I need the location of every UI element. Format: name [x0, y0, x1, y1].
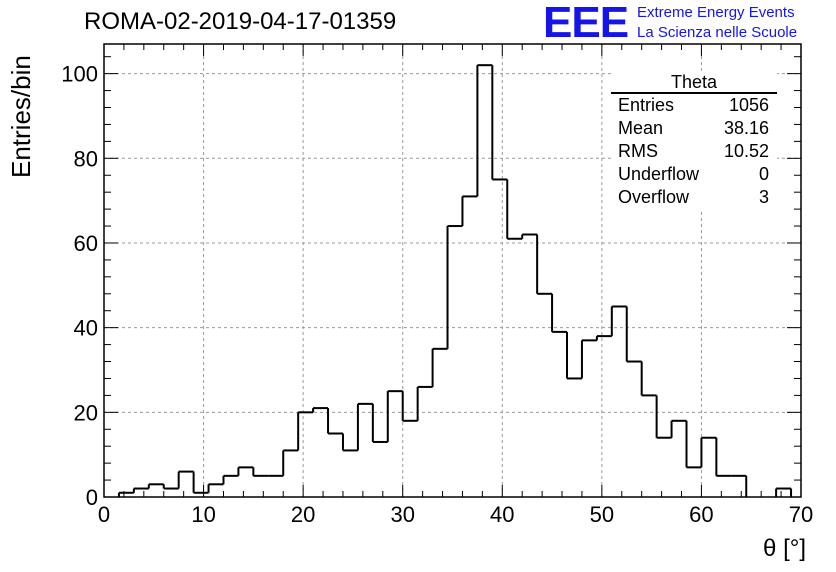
histogram-bin: [775, 487, 792, 497]
logo-line-2: La Scienza nelle Scuole: [637, 24, 798, 41]
stats-row-rms: RMS 10.52: [611, 140, 777, 163]
stats-box: Theta Entries 1056 Mean 38.16 RMS 10.52 …: [611, 72, 777, 209]
histogram-bin: [670, 419, 687, 438]
histogram-bin: [476, 64, 493, 197]
y-tick-label: 40: [74, 316, 98, 341]
histogram-bin: [536, 234, 553, 295]
logo-caption: Extreme Energy Events La Scienza nelle S…: [637, 3, 797, 43]
x-tick-label: 70: [789, 502, 813, 527]
stats-label: Entries: [618, 95, 675, 115]
stats-label: Overflow: [618, 187, 690, 207]
histogram-bin: [297, 411, 314, 451]
stats-row-mean: Mean 38.16: [611, 117, 777, 140]
histogram-bin: [282, 449, 299, 476]
histogram-bin: [685, 420, 702, 469]
histogram-bin: [446, 225, 463, 349]
x-tick-label: 40: [490, 502, 514, 527]
histogram-bin: [566, 331, 582, 380]
histogram-bin: [655, 395, 672, 439]
y-tick-label: 80: [74, 146, 98, 171]
histogram-bin: [640, 361, 657, 397]
histogram-bin: [237, 466, 254, 476]
histogram-bin: [252, 467, 269, 477]
y-tick-label: 20: [74, 400, 98, 425]
stats-row-entries: Entries 1056: [611, 94, 777, 117]
histogram-bin: [521, 233, 538, 239]
histogram-bin: [506, 179, 523, 240]
histogram-bin: [431, 347, 448, 387]
x-tick-label: 50: [590, 502, 614, 527]
y-tick-label: 0: [86, 485, 98, 510]
histogram-bin: [580, 339, 597, 379]
stats-value: 10.52: [723, 141, 769, 161]
histogram-bin: [341, 433, 358, 452]
stats-label: Underflow: [618, 164, 700, 184]
y-tick-label: 100: [61, 62, 98, 87]
stats-value: 3: [758, 187, 769, 207]
histogram-bin: [177, 470, 194, 489]
histogram-bin: [625, 306, 642, 363]
stats-title: Theta: [611, 72, 777, 94]
histogram-bin: [192, 471, 209, 494]
histogram-bin: [595, 335, 612, 341]
histogram-bin: [715, 437, 732, 477]
stats-row-overflow: Overflow 3: [611, 186, 777, 209]
stats-value: 1056: [728, 95, 769, 115]
histogram-bin: [416, 385, 433, 421]
histogram-bin: [401, 391, 418, 422]
histogram-bin: [551, 293, 568, 333]
x-tick-label: 10: [191, 502, 215, 527]
histogram-bin: [461, 195, 478, 227]
histogram-bin: [222, 474, 239, 485]
histogram-bin: [147, 483, 164, 489]
histogram-bin: [491, 65, 508, 181]
x-tick-label: 0: [98, 502, 110, 527]
x-axis-label: θ [°]: [763, 535, 806, 562]
histogram-bin: [312, 407, 329, 413]
histogram-bin: [207, 483, 224, 493]
x-tick-label: 20: [291, 502, 315, 527]
histogram-bin: [132, 487, 149, 493]
eee-logo: EEE: [543, 0, 629, 47]
stats-value: 0: [758, 164, 769, 184]
logo-line-1: Extreme Energy Events: [637, 4, 795, 21]
chart-title: ROMA-02-2019-04-17-01359: [84, 8, 397, 35]
stats-row-underflow: Underflow 0: [611, 163, 777, 186]
histogram-bin: [386, 390, 403, 442]
x-tick-label: 60: [689, 502, 713, 527]
histogram-bin: [162, 484, 179, 490]
stats-label: Mean: [618, 118, 664, 138]
histogram-bin: [371, 403, 388, 443]
histogram-bin: [700, 436, 717, 468]
histogram-bin: [356, 402, 373, 451]
y-tick-label: 60: [74, 231, 98, 256]
x-tick-label: 30: [390, 502, 414, 527]
stats-label: RMS: [618, 141, 658, 161]
stats-value: 38.16: [723, 118, 769, 138]
histogram-bin: [327, 408, 343, 435]
plot-frame: [103, 43, 802, 498]
y-axis-label: Entries/bin: [6, 55, 36, 178]
histogram-bin: [610, 305, 627, 337]
